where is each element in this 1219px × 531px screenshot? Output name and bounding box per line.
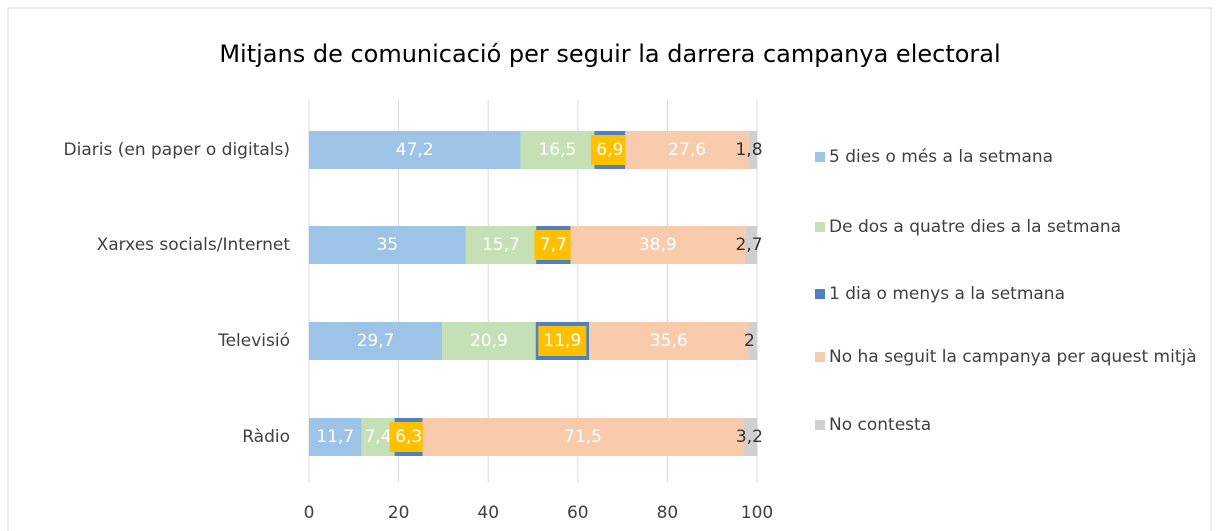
label-background [389, 422, 428, 452]
legend-item: No ha seguit la campanya per aquest mitj… [815, 345, 1200, 369]
y-tick-label: Diaris (en paper o digitals) [64, 140, 290, 160]
legend-swatch [815, 420, 825, 430]
legend-swatch [815, 352, 825, 362]
y-tick-label: Ràdio [242, 427, 290, 447]
bar-segment [520, 131, 595, 169]
data-label: 7,4 [364, 427, 391, 447]
legend-swatch [815, 152, 825, 162]
data-label: 7,7 [540, 235, 567, 255]
bar-segment [748, 322, 758, 360]
bar-segment [625, 131, 749, 169]
data-label: 29,7 [357, 331, 395, 351]
legend-item: No contesta [815, 413, 1200, 437]
y-tick-label: Televisió [217, 331, 290, 351]
data-label: 15,7 [482, 235, 520, 255]
legend-item: 1 dia o menys a la setmana [815, 282, 1200, 306]
x-tick-label: 40 [477, 503, 499, 523]
data-label: 16,5 [538, 140, 576, 160]
y-tick-label: Xarxes socials/Internet [97, 235, 291, 255]
frame [7, 7, 1212, 531]
bar-segment [442, 322, 536, 360]
data-label: 11,9 [543, 331, 581, 351]
data-label: 71,5 [564, 427, 602, 447]
data-label: 3,2 [736, 427, 763, 447]
label-background [590, 135, 629, 165]
legend-item: 5 dies o més a la setmana [815, 145, 1200, 169]
legend-swatch [815, 289, 825, 299]
legend-label: 1 dia o menys a la setmana [829, 284, 1065, 304]
data-label: 35 [377, 235, 399, 255]
data-label: 20,9 [470, 331, 508, 351]
legend-label: De dos a quatre dies a la setmana [829, 217, 1122, 237]
data-label: 2,7 [735, 235, 762, 255]
bar-segment [744, 226, 757, 264]
bar-segment [309, 322, 443, 360]
bar-segment [570, 226, 745, 264]
bar-segment [309, 131, 521, 169]
data-label: 6,9 [596, 140, 623, 160]
label-background [534, 230, 573, 260]
data-label: 11,7 [316, 427, 354, 447]
data-label: 35,6 [650, 331, 688, 351]
data-label: 38,9 [639, 235, 677, 255]
label-background [538, 326, 587, 356]
bar-segment [743, 418, 758, 456]
legend-item: De dos a quatre dies a la setmana [815, 215, 1200, 239]
data-label: 27,6 [668, 140, 706, 160]
x-tick-label: 20 [388, 503, 410, 523]
data-label: 2 [744, 331, 755, 351]
bar-segment [589, 322, 749, 360]
legend-label: 5 dies o més a la setmana [829, 147, 1054, 167]
data-label: 1,8 [735, 140, 762, 160]
bar-segment [361, 418, 395, 456]
bar-segment [422, 418, 744, 456]
bar-segment [748, 131, 757, 169]
bar-segment [309, 418, 362, 456]
legend-label: No ha seguit la campanya per aquest mitj… [829, 347, 1197, 367]
legend-label: No contesta [829, 415, 932, 435]
data-label: 47,2 [396, 140, 434, 160]
data-label: 6,3 [395, 427, 422, 447]
x-tick-label: 60 [567, 503, 589, 523]
bar-segment [465, 226, 537, 264]
bar-segment [309, 226, 466, 264]
x-tick-label: 0 [304, 503, 315, 523]
legend-swatch [815, 222, 825, 232]
x-tick-label: 100 [741, 503, 773, 523]
x-tick-label: 80 [657, 503, 679, 523]
chart-title: Mitjans de comunicació per seguir la dar… [219, 40, 1000, 68]
